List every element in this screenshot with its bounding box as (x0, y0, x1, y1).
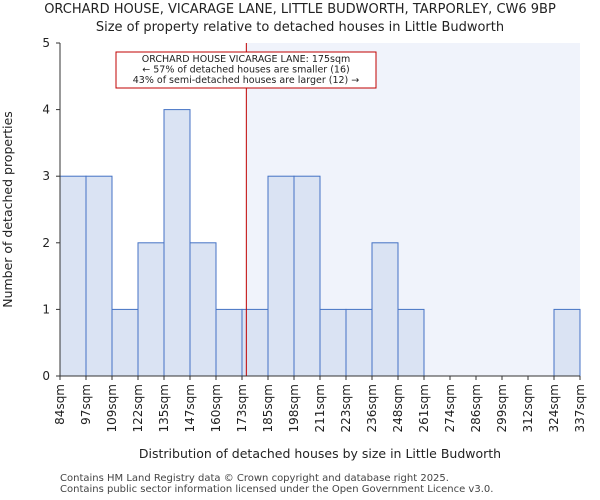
y-tick-label: 3 (42, 169, 50, 183)
x-tick-label: 248sqm (391, 384, 405, 432)
x-tick-label: 97sqm (79, 384, 93, 425)
x-tick-label: 122sqm (131, 384, 145, 432)
x-tick-label: 223sqm (339, 384, 353, 432)
histogram-chart: ORCHARD HOUSE VICARAGE LANE: 175sqm ← 57… (0, 36, 587, 461)
y-tick-label: 2 (42, 236, 50, 250)
annotation-frame (115, 51, 377, 89)
bar-185sqm (267, 175, 295, 377)
bar-109sqm (111, 308, 139, 377)
annotation-box: ORCHARD HOUSE VICARAGE LANE: 175sqm ← 57… (115, 51, 377, 89)
x-tick-label: 160sqm (209, 384, 223, 432)
bar-84sqm (59, 175, 87, 377)
x-axis-label: Distribution of detached houses by size … (139, 446, 501, 461)
bar-122sqm (137, 242, 165, 377)
footer-copyright: Contains HM Land Registry data © Crown c… (60, 473, 449, 484)
x-tick-label: 185sqm (261, 384, 275, 432)
x-tick-label: 198sqm (287, 384, 301, 432)
x-tick-label: 324sqm (547, 384, 561, 432)
bar-248sqm (397, 308, 425, 377)
y-tick-label: 0 (42, 369, 50, 383)
x-tick-label: 299sqm (495, 384, 509, 432)
annotation-line-2: ← 57% of detached houses are smaller (16… (142, 65, 349, 76)
y-tick-label: 4 (42, 103, 50, 117)
bar-223sqm (345, 308, 373, 377)
x-tick-label: 109sqm (105, 384, 119, 432)
x-tick-label: 261sqm (417, 384, 431, 432)
x-tick-label: 147sqm (183, 384, 197, 432)
bar-198sqm (293, 175, 321, 377)
annotation-line-3: 43% of semi-detached houses are larger (… (133, 75, 360, 86)
annotation-line-1: ORCHARD HOUSE VICARAGE LANE: 175sqm (142, 54, 351, 65)
y-tick-label: 1 (42, 302, 50, 316)
x-tick-label: 173sqm (235, 384, 249, 432)
x-tick-label: 236sqm (365, 384, 379, 432)
x-tick-label: 337sqm (573, 384, 587, 432)
x-tick-label: 84sqm (53, 384, 67, 425)
chart-title: ORCHARD HOUSE, VICARAGE LANE, LITTLE BUD… (44, 2, 556, 17)
bar-211sqm (319, 308, 347, 377)
x-tick-label: 312sqm (521, 384, 535, 432)
x-tick-label: 274sqm (443, 384, 457, 432)
bar-324sqm (553, 308, 581, 377)
y-axis-label: Number of detached properties (0, 111, 15, 308)
chart-subtitle: Size of property relative to detached ho… (95, 20, 505, 35)
x-tick-label: 286sqm (469, 384, 483, 432)
bar-236sqm (371, 242, 399, 377)
x-tick-label: 211sqm (313, 384, 327, 432)
y-tick-label: 5 (42, 36, 50, 50)
bar-147sqm (189, 242, 217, 377)
footer-licence: Contains public sector information licen… (60, 484, 494, 495)
x-tick-label: 135sqm (157, 384, 171, 432)
bar-135sqm (163, 109, 191, 377)
bar-97sqm (85, 175, 113, 377)
bar-160sqm (215, 308, 243, 377)
